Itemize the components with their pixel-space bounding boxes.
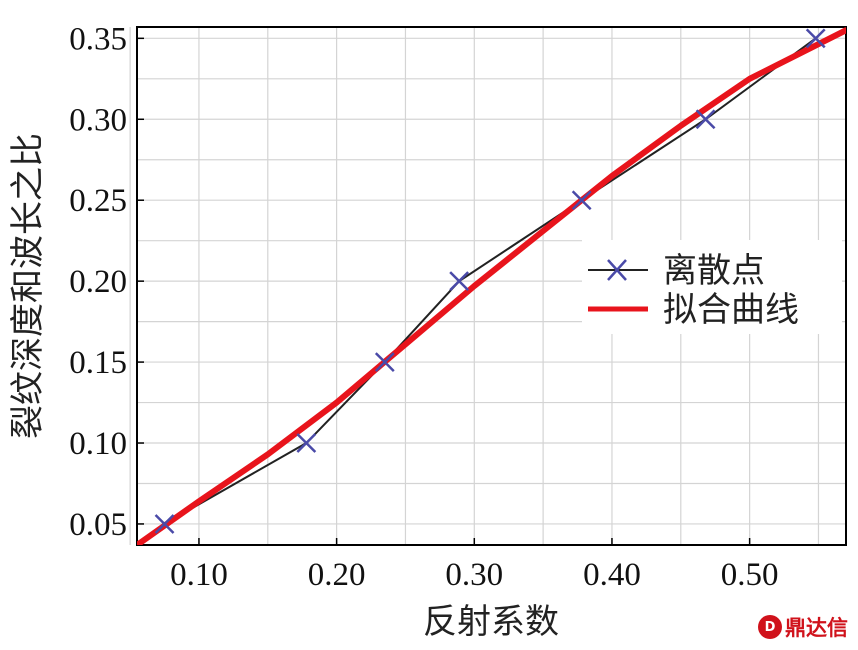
data-point-marker xyxy=(695,109,716,130)
y-tick-label: 0.10 xyxy=(69,426,127,462)
legend-label-fit: 拟合曲线 xyxy=(663,290,799,330)
x-tick-label: 0.20 xyxy=(308,557,366,593)
y-ticks: 0.05 0.10 0.15 0.20 0.25 0.30 0.35 xyxy=(69,21,144,543)
y-tick-label: 0.25 xyxy=(69,183,127,219)
x-tick-label: 0.30 xyxy=(445,557,503,593)
y-tick-label: 0.15 xyxy=(69,345,127,381)
data-point-marker xyxy=(296,433,317,453)
data-point-marker xyxy=(374,352,395,372)
watermark-logo-icon: D xyxy=(758,615,782,639)
data-point-marker xyxy=(154,514,175,534)
y-tick-label: 0.05 xyxy=(69,507,127,543)
data-point-marker xyxy=(805,28,826,49)
legend-box xyxy=(582,240,842,334)
legend-marker-discrete xyxy=(607,259,627,281)
y-tick-label: 0.35 xyxy=(69,21,127,57)
x-tick-label: 0.40 xyxy=(583,557,641,593)
legend-label-discrete: 离散点 xyxy=(663,251,765,291)
x-axis-label: 反射系数 xyxy=(423,602,559,642)
x-ticks: 0.10 0.20 0.30 0.40 0.50 xyxy=(170,538,779,593)
data-point-marker xyxy=(571,190,592,211)
plot-frame xyxy=(136,26,847,546)
x-tick-label: 0.50 xyxy=(721,557,779,593)
x-tick-label: 0.10 xyxy=(170,557,228,593)
y-axis-label: 裂纹深度和波长之比 xyxy=(8,133,48,439)
series-group xyxy=(137,27,846,545)
series-line-fit xyxy=(137,27,846,545)
y-tick-label: 0.30 xyxy=(69,102,127,138)
y-tick-label: 0.20 xyxy=(69,264,127,300)
data-point-marker xyxy=(449,271,470,292)
legend: 离散点 拟合曲线 xyxy=(582,240,842,334)
grid xyxy=(129,27,846,545)
watermark: D 鼎达信 xyxy=(758,612,848,642)
watermark-text: 鼎达信 xyxy=(785,616,848,640)
